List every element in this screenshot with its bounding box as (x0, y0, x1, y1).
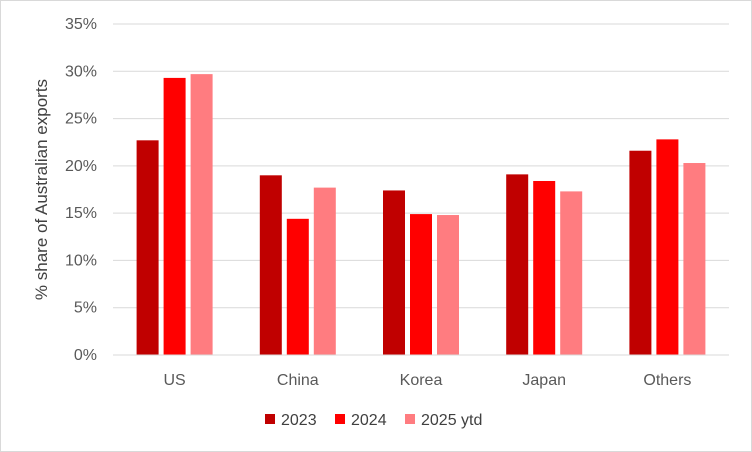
x-tick-label: Japan (522, 372, 566, 389)
legend-swatch (265, 414, 275, 424)
legend-label: 2023 (281, 412, 317, 429)
x-tick-label: US (163, 372, 185, 389)
bar-us-2023 (136, 140, 159, 355)
legend-swatch (405, 414, 415, 424)
y-axis-title: % share of Australian exports (32, 79, 51, 300)
legend: 2023 2024 2025 ytd (265, 412, 482, 429)
legend-item: 2023 (265, 412, 317, 429)
y-tick-label: 5% (74, 300, 97, 317)
bar-korea-2023 (383, 190, 405, 355)
bar-korea-2024 (410, 214, 432, 355)
bar-us-2025-ytd (190, 74, 213, 355)
bar-japan-2024 (533, 180, 556, 355)
legend-label: 2024 (351, 412, 387, 429)
x-tick-label: China (277, 372, 319, 389)
x-tick-label: Korea (400, 372, 443, 389)
bar-japan-2025-ytd (560, 191, 583, 355)
bars (136, 74, 706, 356)
y-tick-label: 20% (65, 158, 97, 175)
bar-others-2023 (629, 150, 652, 355)
bar-china-2025-ytd (313, 187, 336, 355)
y-tick-label: 0% (74, 347, 97, 364)
y-axis-ticks: 0% 5% 10% 15% 20% 25% 30% 35% (65, 16, 97, 364)
bar-japan-2023 (506, 174, 529, 355)
y-tick-label: 10% (65, 252, 97, 269)
legend-item: 2024 (335, 412, 387, 429)
y-tick-label: 25% (65, 111, 97, 128)
x-axis-ticks: US China Korea Japan Others (163, 372, 691, 389)
bar-others-2025-ytd (683, 163, 706, 355)
legend-label: 2025 ytd (421, 412, 482, 429)
legend-swatch (335, 414, 345, 424)
y-tick-label: 15% (65, 205, 97, 222)
bar-us-2024 (163, 77, 186, 356)
bar-others-2024 (656, 139, 679, 355)
bar-china-2023 (259, 175, 282, 355)
legend-item: 2025 ytd (405, 412, 482, 429)
y-tick-label: 30% (65, 63, 97, 80)
x-tick-label: Others (643, 372, 691, 389)
y-tick-label: 35% (65, 16, 97, 33)
gridlines (113, 23, 729, 309)
bar-korea-2025-ytd (437, 215, 459, 355)
bar-china-2024 (286, 218, 309, 355)
